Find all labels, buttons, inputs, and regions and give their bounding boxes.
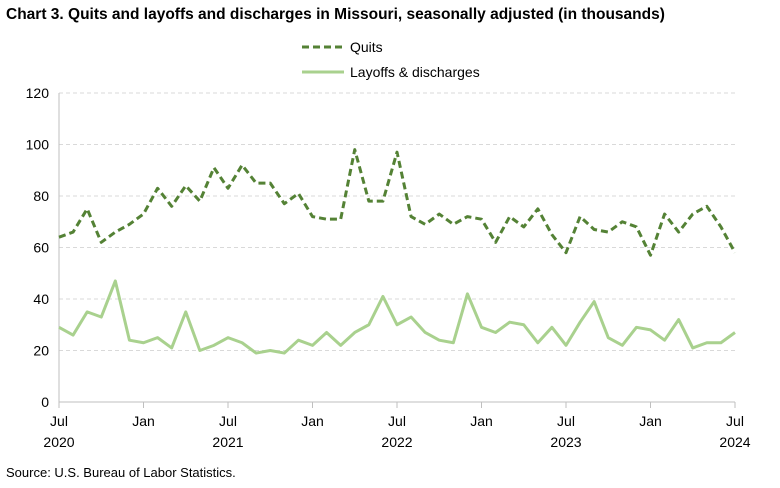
y-tick-label: 20 bbox=[33, 343, 49, 359]
x-tick-label: Jan bbox=[639, 413, 662, 429]
legend-label: Quits bbox=[350, 39, 383, 55]
x-tick-year-label: 2020 bbox=[43, 434, 74, 450]
y-tick-label: 80 bbox=[33, 188, 49, 204]
x-tick-label: Jan bbox=[301, 413, 324, 429]
x-tick-label: Jan bbox=[132, 413, 155, 429]
x-tick-label: Jan bbox=[470, 413, 493, 429]
x-tick-label: Jul bbox=[219, 413, 237, 429]
y-tick-label: 120 bbox=[26, 85, 50, 101]
axes: 0 20 40 60 80 100 120 Jul 2020 Jan Jul 2021 Jan Jul 20… bbox=[26, 85, 751, 450]
legend: Quits Layoffs & discharges bbox=[302, 39, 480, 80]
x-tick-year-label: 2023 bbox=[550, 434, 581, 450]
y-tick-label: 0 bbox=[41, 394, 49, 410]
y-tick-label: 100 bbox=[26, 137, 50, 153]
y-tick-label: 60 bbox=[33, 240, 49, 256]
x-tick-label: Jul bbox=[726, 413, 744, 429]
x-tick-year-label: 2022 bbox=[381, 434, 412, 450]
source-note: Source: U.S. Bureau of Labor Statistics. bbox=[6, 465, 236, 480]
x-tick-year-label: 2021 bbox=[212, 434, 243, 450]
legend-label: Layoffs & discharges bbox=[350, 64, 480, 80]
gridlines bbox=[59, 92, 735, 351]
x-tick-label: Jul bbox=[557, 413, 575, 429]
x-tick-year-label: 2024 bbox=[719, 434, 750, 450]
series-lines bbox=[58, 148, 737, 355]
x-tick-label: Jul bbox=[50, 413, 68, 429]
y-tick-label: 40 bbox=[33, 291, 49, 307]
series-line-layoffs-discharges bbox=[58, 279, 736, 355]
series-line-quits bbox=[58, 148, 737, 257]
chart-title: Chart 3. Quits and layoffs and discharge… bbox=[6, 6, 665, 23]
x-tick-label: Jul bbox=[388, 413, 406, 429]
